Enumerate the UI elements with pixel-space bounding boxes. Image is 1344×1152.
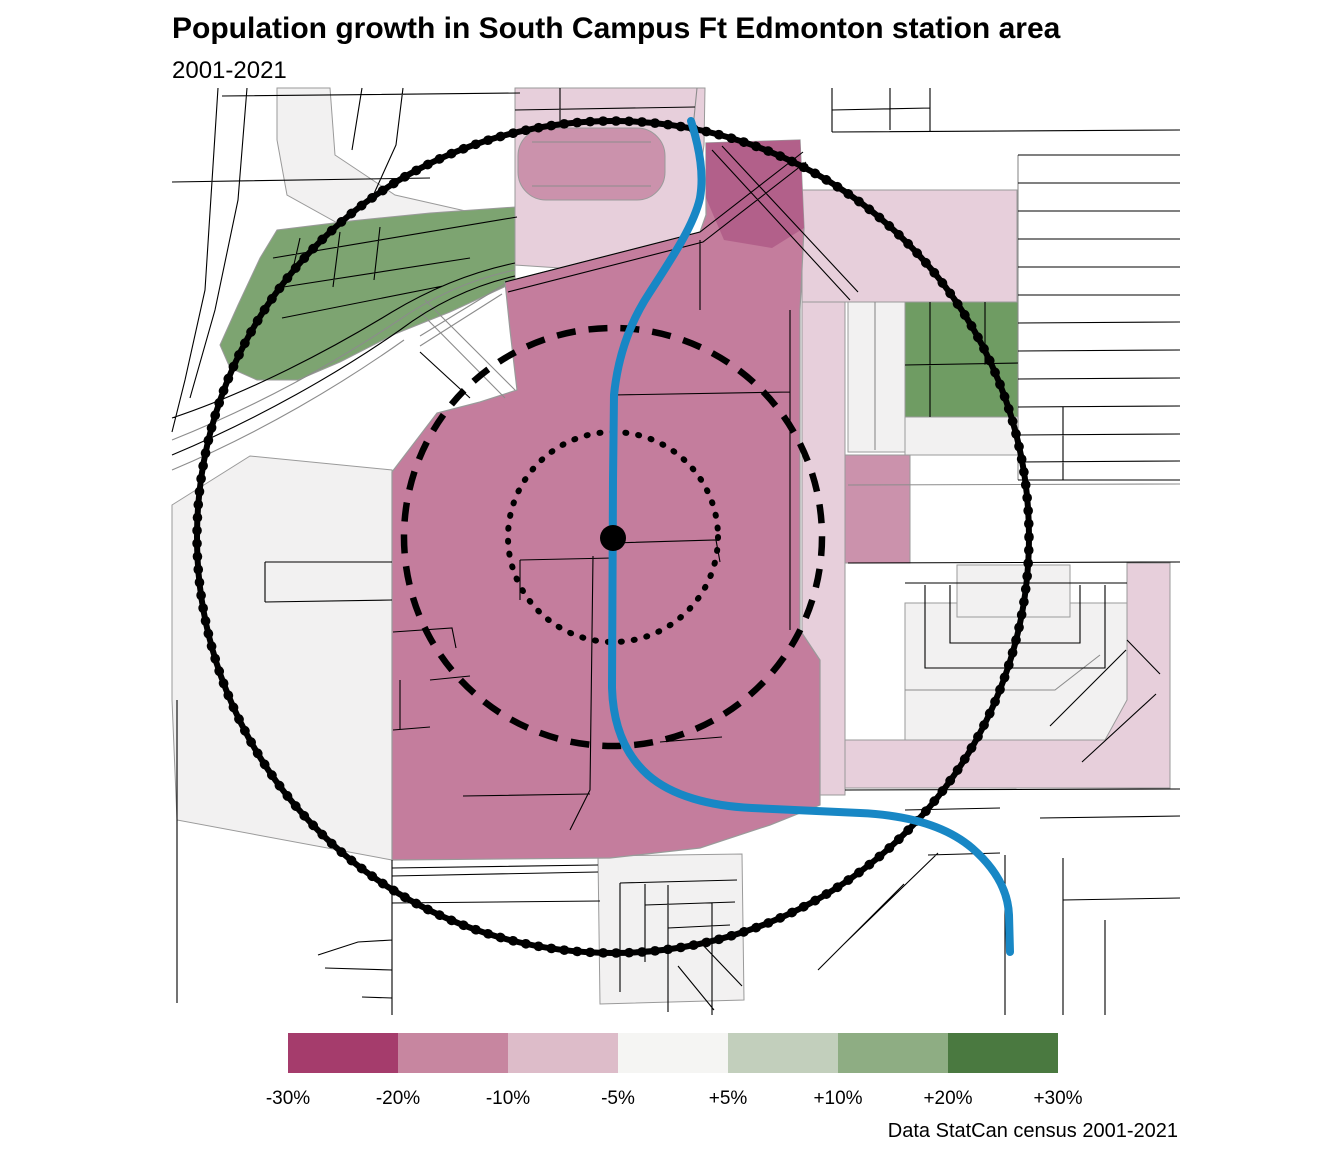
offwhite-right-1 xyxy=(847,301,906,453)
pink-band-rounded-top xyxy=(517,127,666,201)
streets-gray xyxy=(171,87,1181,691)
legend-bin-5 xyxy=(838,1033,948,1073)
legend-bin-4 xyxy=(728,1033,838,1073)
offwhite-courtyard-top xyxy=(956,564,1071,618)
legend-colorbar xyxy=(288,1033,1058,1073)
pink-block-rightmiddle xyxy=(844,454,911,564)
green-block-right xyxy=(904,299,1019,418)
legend-bin-0 xyxy=(288,1033,398,1073)
offwhite-courtyard xyxy=(904,602,1128,741)
legend-bin-3 xyxy=(618,1033,728,1073)
middle-dashed-circle xyxy=(400,324,826,750)
station-dot xyxy=(600,525,626,551)
offwhite-blocks xyxy=(171,87,1128,1005)
page-title: Population growth in South Campus Ft Edm… xyxy=(172,12,1061,45)
legend-bin-1 xyxy=(398,1033,508,1073)
offwhite-right-2 xyxy=(904,416,1019,456)
outer-solid-circle-texture xyxy=(192,116,1034,958)
data-source-caption: Data StatCan census 2001-2021 xyxy=(887,1120,1178,1142)
medium-pink-regions xyxy=(517,127,911,564)
dark-decline-lobe xyxy=(706,140,804,248)
lrt-line xyxy=(607,117,1014,956)
offwhite-left-middle xyxy=(171,455,393,861)
page-subtitle: 2001-2021 xyxy=(172,57,287,84)
walkshed-circles xyxy=(192,116,1034,958)
legend-bin-2 xyxy=(508,1033,618,1073)
legend-bin-6 xyxy=(948,1033,1058,1073)
streets-black xyxy=(171,87,1181,1015)
pink-ring-bottomright xyxy=(844,562,1171,789)
